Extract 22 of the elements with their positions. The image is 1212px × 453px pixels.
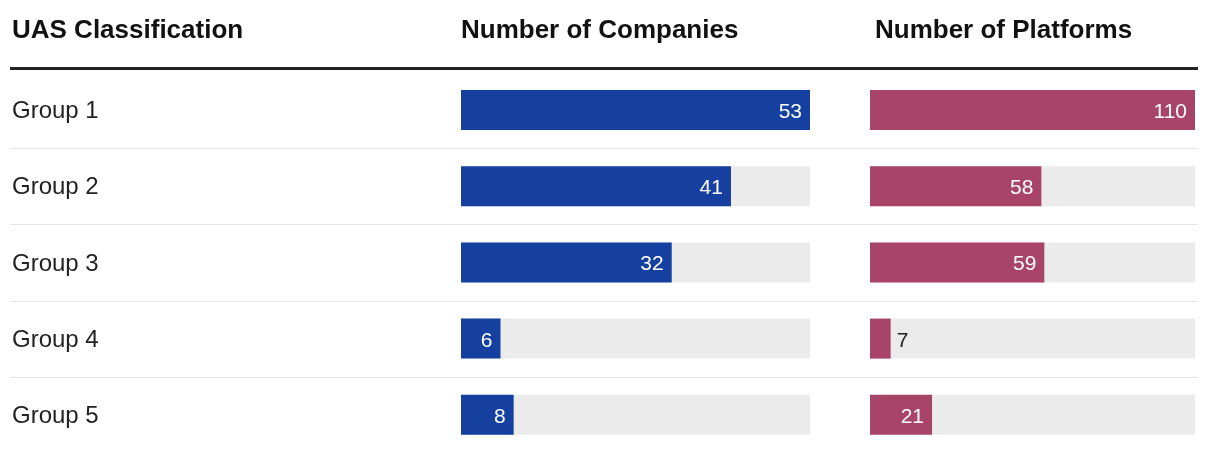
y-tick-label: Group 4 xyxy=(12,324,99,352)
data-label: 110 xyxy=(1153,99,1187,122)
data-label: 8 xyxy=(493,403,506,427)
y-tick-label: Group 3 xyxy=(12,248,99,276)
chart-title: Number of Companies xyxy=(461,14,739,45)
data-label: 53 xyxy=(778,99,802,122)
bar xyxy=(461,394,514,435)
bar xyxy=(870,394,933,435)
y-axis-title: UAS Classification xyxy=(12,14,244,45)
data-label: 58 xyxy=(1010,175,1034,199)
data-label: 21 xyxy=(900,403,925,427)
chart-title: Number of Platforms xyxy=(875,14,1133,45)
data-label: 6 xyxy=(480,327,493,351)
y-tick-label: Group 1 xyxy=(12,96,99,124)
data-label: 59 xyxy=(1012,251,1037,275)
data-label: 32 xyxy=(640,251,664,275)
y-tick-label: Group 5 xyxy=(12,400,99,428)
data-label: 41 xyxy=(699,175,723,199)
data-label: 7 xyxy=(896,327,909,351)
y-tick-label: Group 2 xyxy=(12,172,99,200)
bar xyxy=(870,318,891,359)
bar xyxy=(461,318,501,359)
